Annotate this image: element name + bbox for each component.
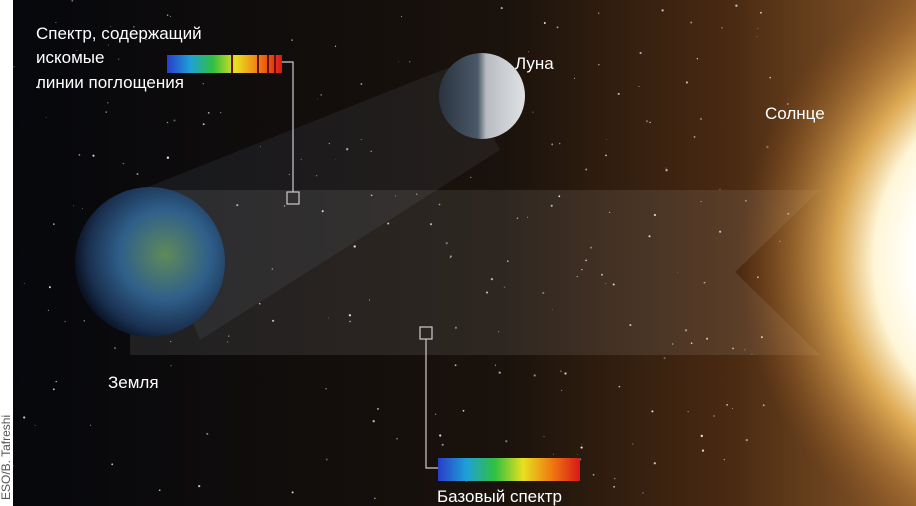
label: Базовый спектр xyxy=(437,487,562,506)
label: линии поглощения xyxy=(36,73,184,92)
label: Спектр, содержащий xyxy=(36,24,202,43)
moon xyxy=(439,53,525,139)
credit-strip xyxy=(0,0,13,506)
absorption-lines xyxy=(231,55,276,73)
absorption-spectrum xyxy=(167,55,282,73)
label: искомые xyxy=(36,48,104,67)
label: Луна xyxy=(515,54,554,73)
label: Земля xyxy=(108,373,159,392)
connectors xyxy=(282,61,438,469)
base-spectrum xyxy=(438,458,580,481)
label: Солнце xyxy=(765,104,825,123)
credit: ESO/B. Tafreshi xyxy=(0,415,13,500)
earth xyxy=(75,187,225,337)
